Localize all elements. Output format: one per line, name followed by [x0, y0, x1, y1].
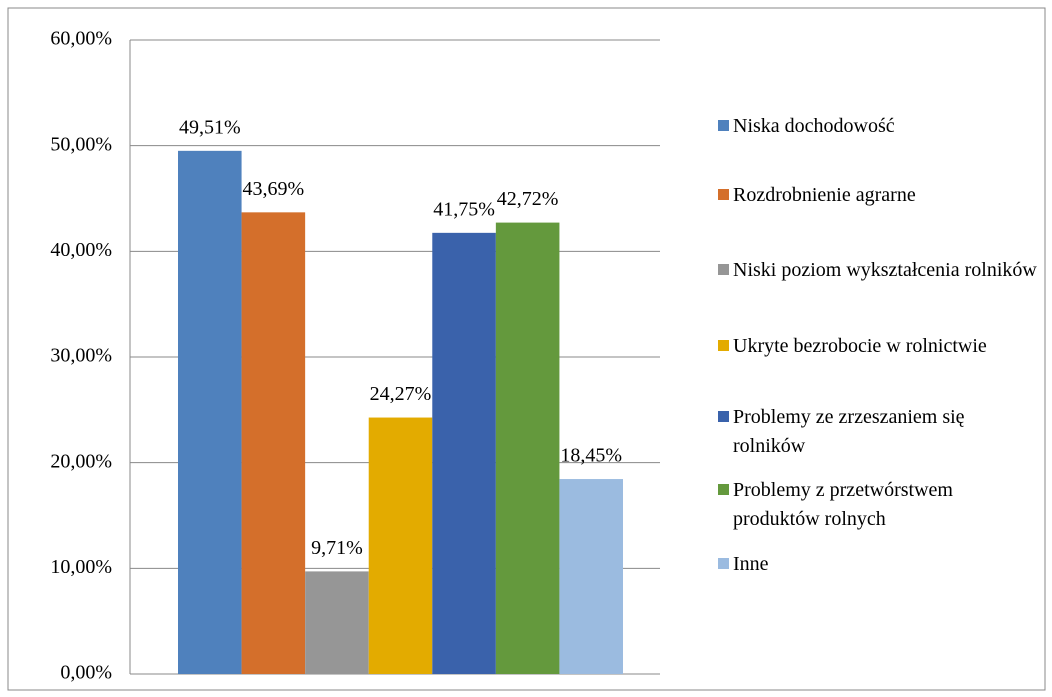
- bar: [305, 571, 369, 674]
- y-tick-label: 30,00%: [50, 345, 112, 367]
- legend-item: Niski poziom wykształcenia rolników: [718, 256, 1038, 285]
- legend-swatch: [718, 120, 729, 131]
- data-label: 49,51%: [179, 116, 241, 138]
- legend-swatch: [718, 264, 729, 275]
- y-tick-label: 20,00%: [50, 450, 112, 472]
- data-label: 18,45%: [560, 445, 622, 467]
- bar: [559, 479, 623, 674]
- legend-item: Problemy z przetwórstwem produktów rolny…: [718, 476, 1038, 534]
- bar: [368, 417, 433, 674]
- chart-border: [7, 7, 1046, 691]
- legend-label: Rozdrobnienie agrarne: [733, 184, 916, 206]
- legend-item: Ukryte bezrobocie w rolnictwie: [718, 332, 1038, 361]
- data-label: 41,75%: [433, 198, 495, 220]
- legend-item: Problemy ze zrzeszaniem się rolników: [718, 403, 1038, 461]
- legend-label: Niska dochodowość: [733, 115, 895, 137]
- y-tick-label: 50,00%: [50, 133, 112, 155]
- legend-swatch: [718, 189, 729, 200]
- legend-label: Ukryte bezrobocie w rolnictwie: [733, 335, 987, 357]
- bar: [495, 222, 560, 675]
- bar: [432, 232, 496, 674]
- data-label: 43,69%: [243, 178, 305, 200]
- y-tick-label: 0,00%: [60, 662, 112, 684]
- legend-label: Problemy ze zrzeszaniem się rolników: [733, 406, 965, 457]
- legend-item: Niska dochodowość: [718, 112, 1038, 141]
- legend-label: Inne: [733, 553, 769, 575]
- legend-swatch: [718, 340, 729, 351]
- legend-swatch: [718, 558, 729, 569]
- y-tick-label: 40,00%: [50, 239, 112, 261]
- bar: [241, 212, 306, 674]
- data-label: 9,71%: [311, 537, 363, 559]
- data-label: 42,72%: [497, 188, 559, 210]
- legend-label: Problemy z przetwórstwem produktów rolny…: [733, 479, 953, 530]
- legend-item: Inne: [718, 550, 1038, 579]
- legend-item: Rozdrobnienie agrarne: [718, 181, 1038, 210]
- y-tick-label: 60,00%: [50, 28, 112, 50]
- y-tick-label: 10,00%: [50, 556, 112, 578]
- bar: [178, 150, 242, 674]
- legend-swatch: [718, 484, 729, 495]
- legend-label: Niski poziom wykształcenia rolników: [733, 259, 1037, 281]
- data-label: 24,27%: [370, 383, 432, 405]
- legend-swatch: [718, 411, 729, 422]
